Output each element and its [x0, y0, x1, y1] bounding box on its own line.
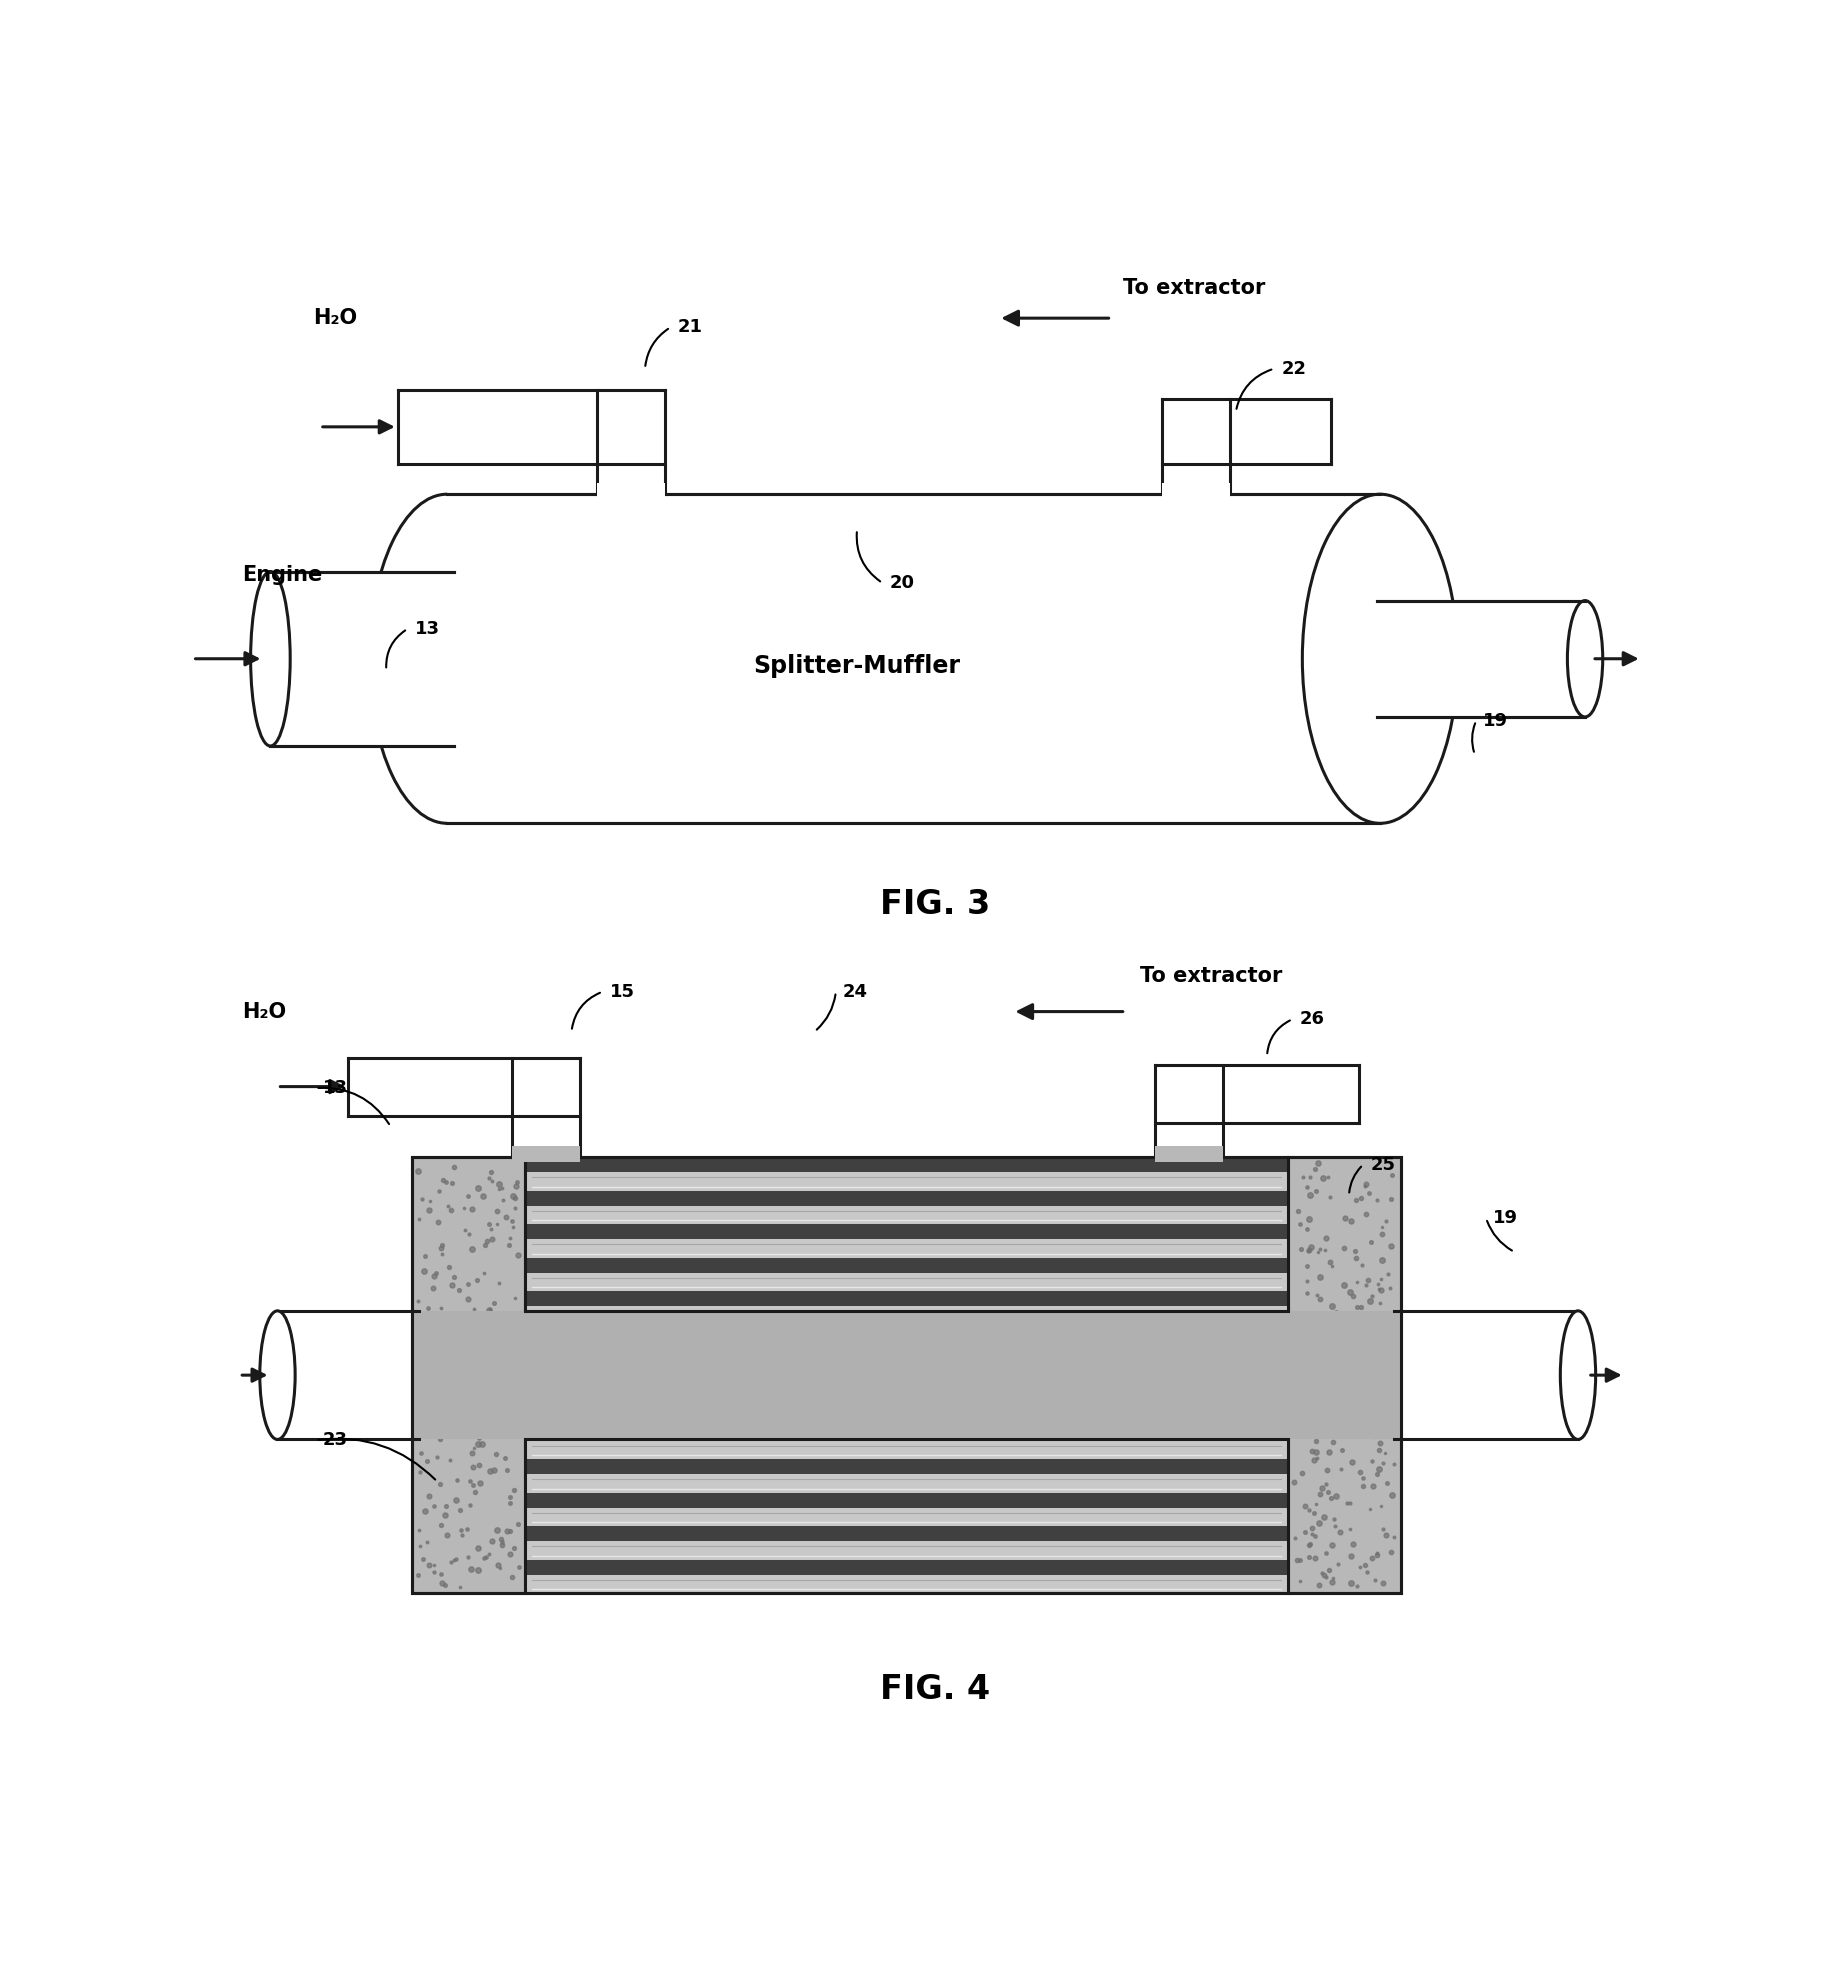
Text: To extractor: To extractor — [1123, 278, 1265, 298]
Bar — [525, 1173, 1287, 1191]
Bar — [525, 1340, 1287, 1358]
Text: 13: 13 — [414, 620, 439, 638]
Text: 20: 20 — [890, 575, 913, 592]
Text: 19: 19 — [1482, 712, 1508, 730]
Bar — [525, 1205, 1287, 1225]
Text: 22: 22 — [1280, 360, 1305, 378]
Bar — [412, 1157, 525, 1592]
Bar — [525, 1191, 1287, 1205]
Bar — [1287, 1157, 1400, 1592]
Bar — [525, 1475, 1287, 1493]
Ellipse shape — [1559, 1310, 1595, 1439]
Bar — [525, 1374, 1287, 1392]
Bar — [525, 1157, 1287, 1592]
Bar — [525, 1157, 1287, 1173]
Bar — [525, 1258, 1287, 1272]
Text: FIG. 3: FIG. 3 — [879, 889, 990, 920]
Bar — [525, 1306, 1287, 1324]
Bar — [525, 1493, 1287, 1507]
Text: 26: 26 — [1298, 1010, 1323, 1028]
Text: FIG. 4: FIG. 4 — [879, 1674, 990, 1706]
Bar — [525, 1574, 1287, 1592]
Bar — [512, 1147, 580, 1161]
Text: 15: 15 — [609, 982, 634, 1000]
Bar — [412, 1157, 1400, 1592]
Bar — [1376, 600, 1584, 718]
Bar — [1161, 483, 1229, 499]
Ellipse shape — [1302, 495, 1457, 823]
Text: 21: 21 — [676, 318, 702, 336]
Bar — [525, 1225, 1287, 1239]
Bar — [525, 1459, 1287, 1475]
Text: H₂O: H₂O — [314, 308, 357, 328]
Bar — [525, 1527, 1287, 1541]
Ellipse shape — [1566, 600, 1602, 718]
Ellipse shape — [250, 571, 290, 746]
Bar — [525, 1310, 1287, 1439]
Text: To extractor: To extractor — [1139, 966, 1282, 986]
Text: Engine: Engine — [242, 565, 323, 584]
Bar — [525, 1358, 1287, 1374]
Text: 25: 25 — [1369, 1155, 1395, 1173]
Bar — [270, 571, 454, 746]
Bar — [525, 1272, 1287, 1292]
Text: 19: 19 — [1493, 1209, 1517, 1227]
Bar — [525, 1292, 1287, 1306]
Bar — [525, 1157, 1287, 1592]
Text: H₂O: H₂O — [242, 1002, 286, 1022]
Bar — [525, 1561, 1287, 1574]
Bar — [525, 1392, 1287, 1408]
Bar — [525, 1507, 1287, 1527]
Bar — [447, 495, 1380, 823]
Text: 13: 13 — [323, 1079, 348, 1097]
Bar — [525, 1324, 1287, 1340]
Bar — [525, 1239, 1287, 1258]
Ellipse shape — [259, 1310, 295, 1439]
Bar — [525, 1441, 1287, 1459]
Bar — [1287, 1310, 1400, 1439]
Bar — [596, 483, 664, 499]
Text: 24: 24 — [842, 982, 868, 1000]
Bar — [525, 1408, 1287, 1425]
Bar — [525, 1425, 1287, 1441]
Bar — [525, 1541, 1287, 1561]
Text: Splitter-Muffler: Splitter-Muffler — [753, 654, 961, 678]
Bar — [1154, 1147, 1223, 1161]
Bar — [412, 1310, 525, 1439]
Text: 23: 23 — [323, 1431, 348, 1449]
